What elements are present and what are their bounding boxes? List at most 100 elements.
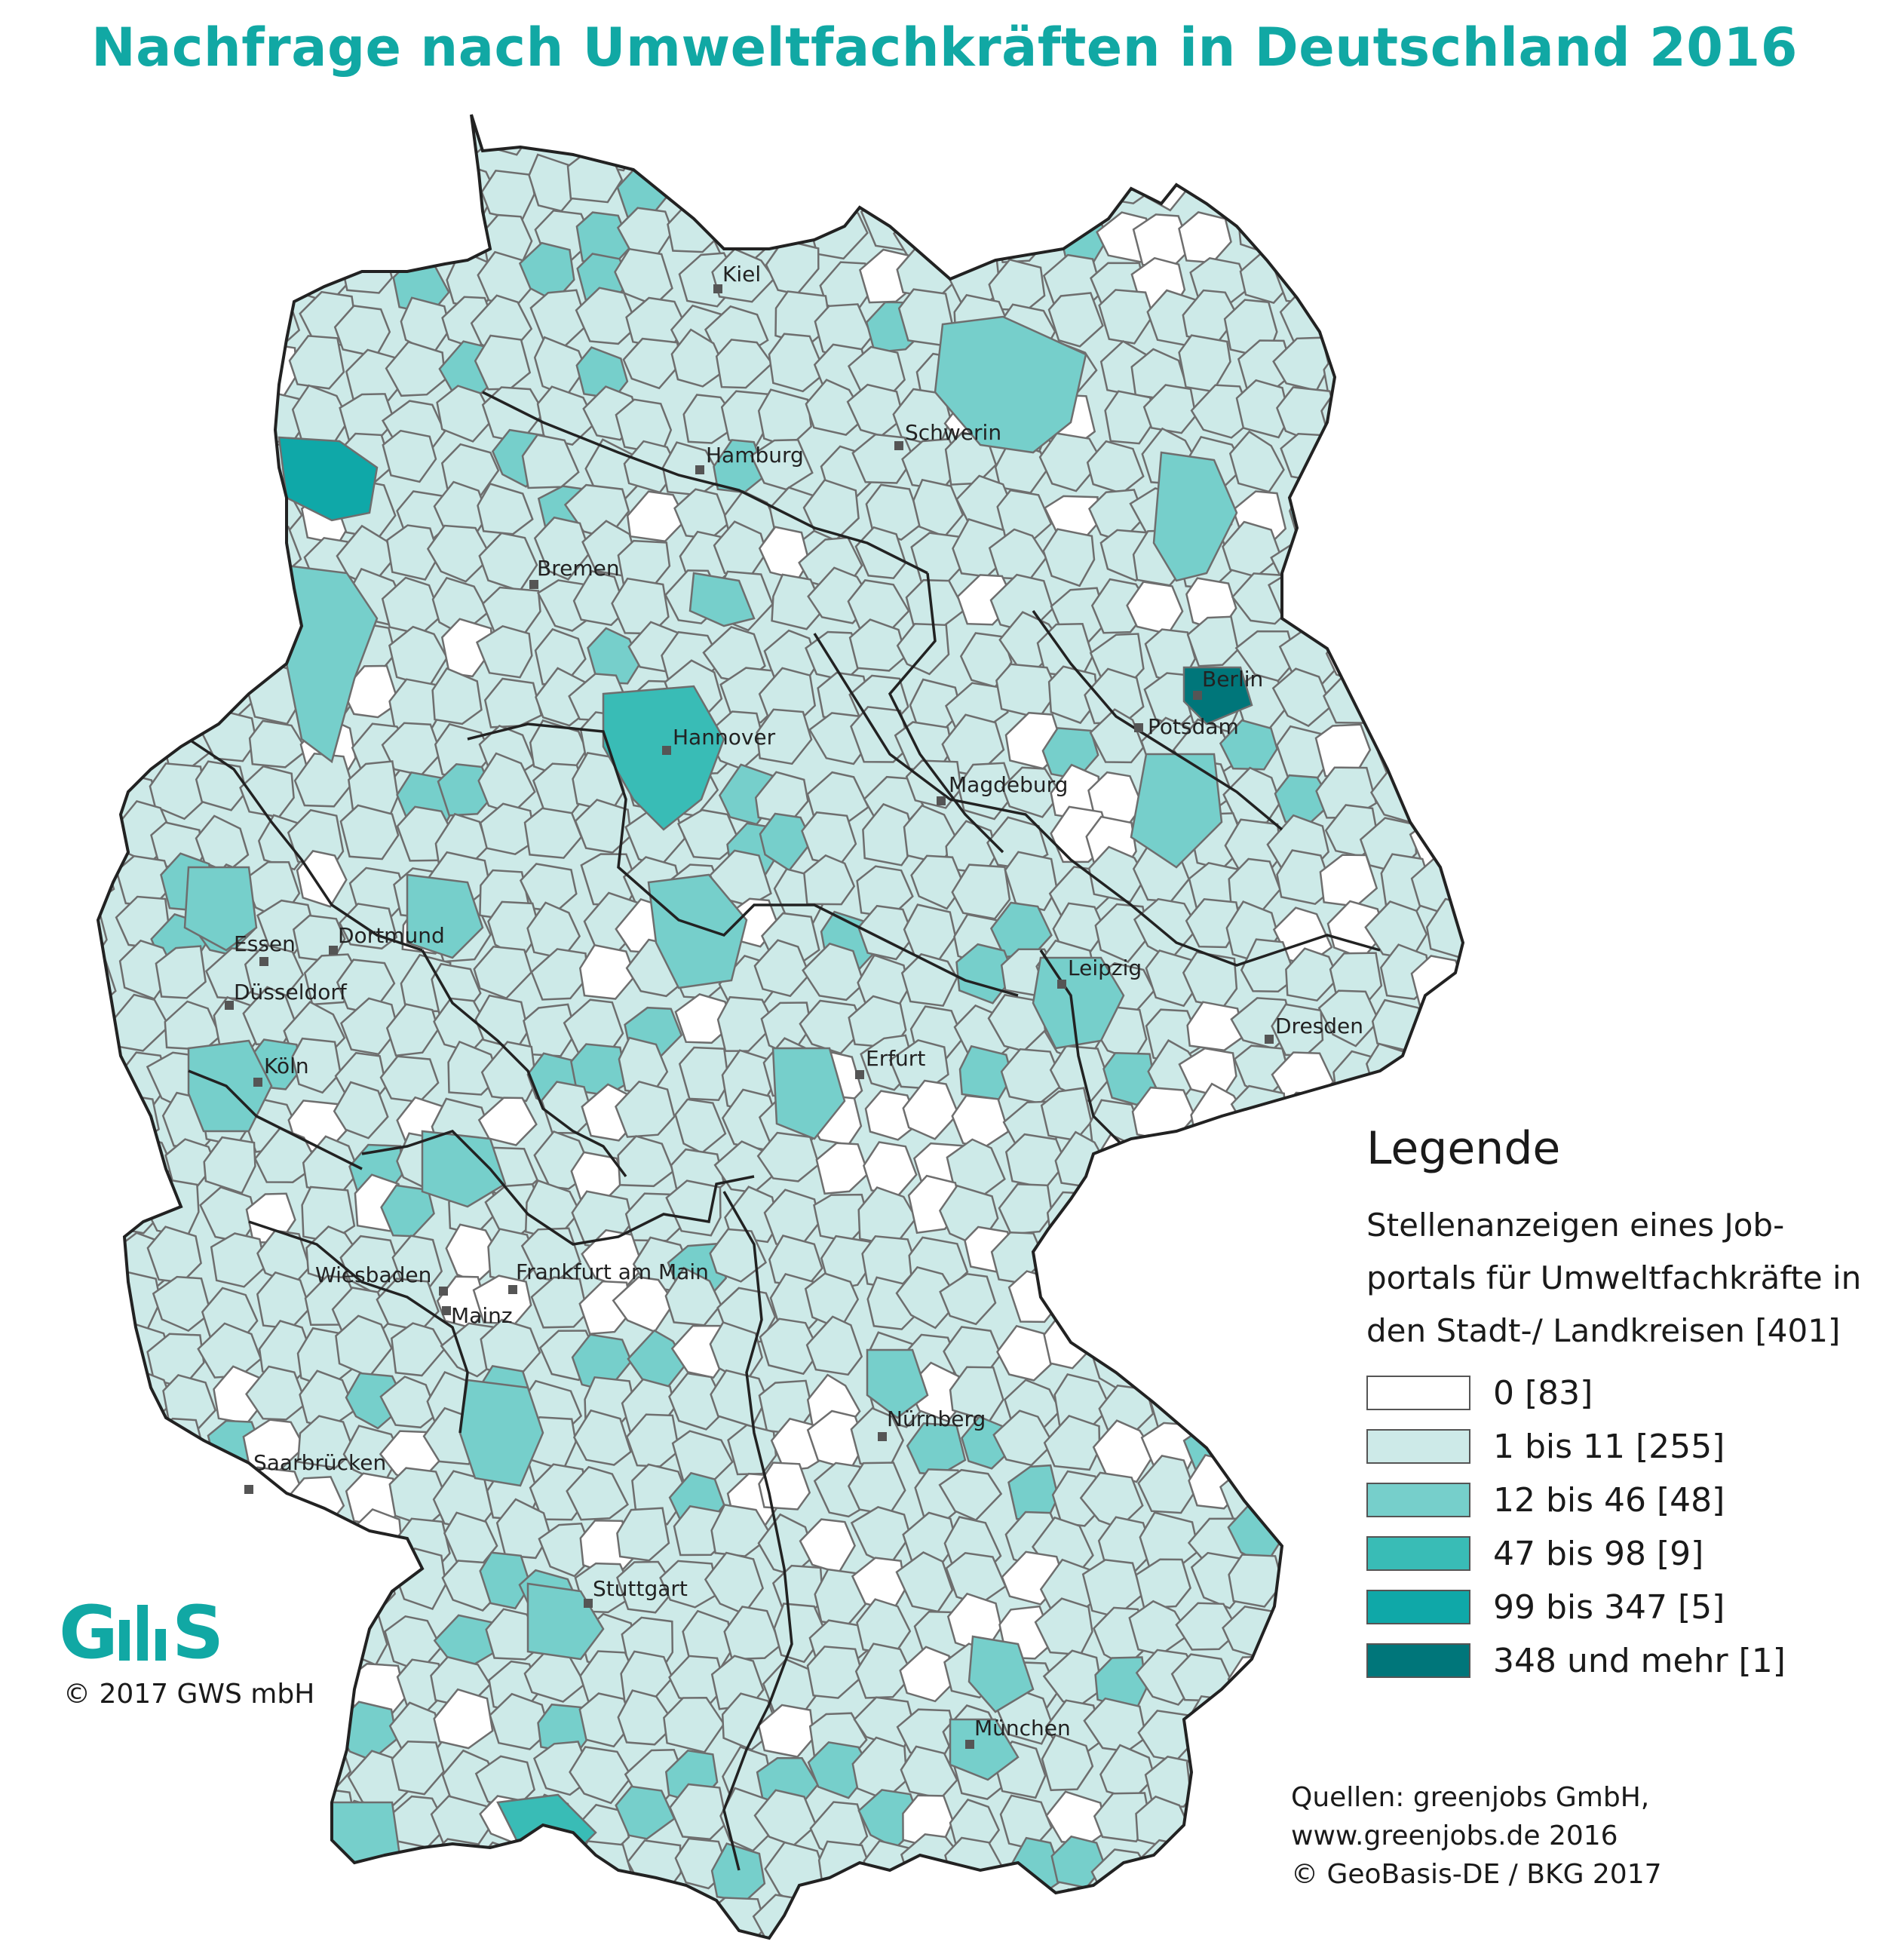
district xyxy=(162,1517,218,1572)
district xyxy=(802,942,866,1001)
city-marker xyxy=(529,580,538,589)
state-border xyxy=(482,391,928,575)
district xyxy=(850,706,912,763)
legend-description: Stellenanzeigen eines Job-portals für Um… xyxy=(1366,1207,1862,1349)
district xyxy=(523,1003,577,1057)
city-label: Bremen xyxy=(537,556,620,581)
district xyxy=(854,118,910,177)
district xyxy=(116,664,173,716)
district xyxy=(109,210,162,265)
district xyxy=(339,236,394,294)
district-highlight xyxy=(1182,666,1253,725)
district xyxy=(1192,115,1250,118)
district xyxy=(209,123,266,174)
district xyxy=(905,115,958,118)
city-marker xyxy=(937,796,946,805)
district xyxy=(385,1003,440,1057)
city-marker xyxy=(442,1306,451,1315)
district xyxy=(1240,938,1297,992)
district xyxy=(1175,1369,1228,1434)
district xyxy=(301,1886,362,1937)
district xyxy=(211,492,263,546)
district xyxy=(1320,1701,1381,1758)
city-label: Leipzig xyxy=(1068,955,1142,980)
district xyxy=(1190,145,1247,204)
district xyxy=(98,115,124,172)
district xyxy=(530,948,589,1001)
district xyxy=(1228,154,1293,210)
district xyxy=(443,57,494,107)
district xyxy=(659,1560,720,1609)
district xyxy=(152,1275,212,1333)
district xyxy=(908,167,966,224)
district xyxy=(1283,115,1340,161)
district xyxy=(994,1881,1053,1936)
district xyxy=(205,60,262,112)
district xyxy=(154,479,213,537)
district xyxy=(572,569,627,627)
district xyxy=(1092,1189,1145,1248)
district xyxy=(1272,1508,1336,1564)
district xyxy=(333,163,394,216)
district xyxy=(617,1689,676,1746)
district xyxy=(109,711,167,771)
district xyxy=(1195,1238,1253,1296)
district xyxy=(1274,208,1338,268)
district xyxy=(854,526,907,580)
district xyxy=(98,624,127,686)
district xyxy=(1317,144,1383,206)
district xyxy=(1326,115,1385,160)
district xyxy=(98,487,156,549)
district xyxy=(1276,1370,1328,1427)
district xyxy=(581,1885,633,1938)
district xyxy=(992,1409,1055,1467)
district xyxy=(1274,1137,1332,1193)
city-marker xyxy=(329,946,338,955)
district xyxy=(489,1692,550,1750)
district xyxy=(1081,1275,1141,1333)
district xyxy=(471,1841,529,1901)
district xyxy=(1193,1886,1253,1938)
district xyxy=(205,567,266,626)
district xyxy=(805,1315,863,1376)
sources-block: Quellen: greenjobs GmbH, www.greenjobs.d… xyxy=(1291,1778,1662,1894)
source-line: © GeoBasis-DE / BKG 2017 xyxy=(1291,1859,1662,1890)
district xyxy=(1421,1693,1463,1753)
district xyxy=(254,205,308,259)
district xyxy=(107,345,167,408)
district xyxy=(98,1887,117,1938)
district xyxy=(1286,1891,1344,1938)
district xyxy=(621,1888,683,1938)
district-highlight xyxy=(771,1047,846,1140)
legend-class-label: 348 und mehr [1] xyxy=(1493,1641,1786,1680)
district xyxy=(1321,291,1374,348)
district xyxy=(523,807,583,859)
district xyxy=(109,1420,171,1476)
state-border xyxy=(248,1220,469,1434)
city-label: München xyxy=(974,1716,1071,1741)
district xyxy=(946,57,1001,113)
district xyxy=(525,115,592,118)
district xyxy=(195,347,258,405)
district-highlight xyxy=(602,685,725,831)
legend-class-label: 1 bis 11 [255] xyxy=(1493,1427,1725,1466)
district xyxy=(1276,849,1334,906)
district xyxy=(1415,333,1463,391)
district xyxy=(1219,719,1278,771)
district xyxy=(1369,625,1424,689)
district xyxy=(148,1795,207,1848)
district xyxy=(1369,59,1419,115)
district xyxy=(391,115,455,158)
district xyxy=(753,939,811,998)
district xyxy=(145,1704,209,1764)
district xyxy=(1233,1409,1286,1471)
district xyxy=(248,719,308,768)
district xyxy=(670,328,727,388)
district xyxy=(1046,1231,1099,1288)
district xyxy=(198,1795,259,1852)
district xyxy=(379,1376,439,1429)
district xyxy=(244,115,305,123)
district xyxy=(164,260,219,314)
district xyxy=(536,385,597,446)
district xyxy=(98,1051,122,1110)
